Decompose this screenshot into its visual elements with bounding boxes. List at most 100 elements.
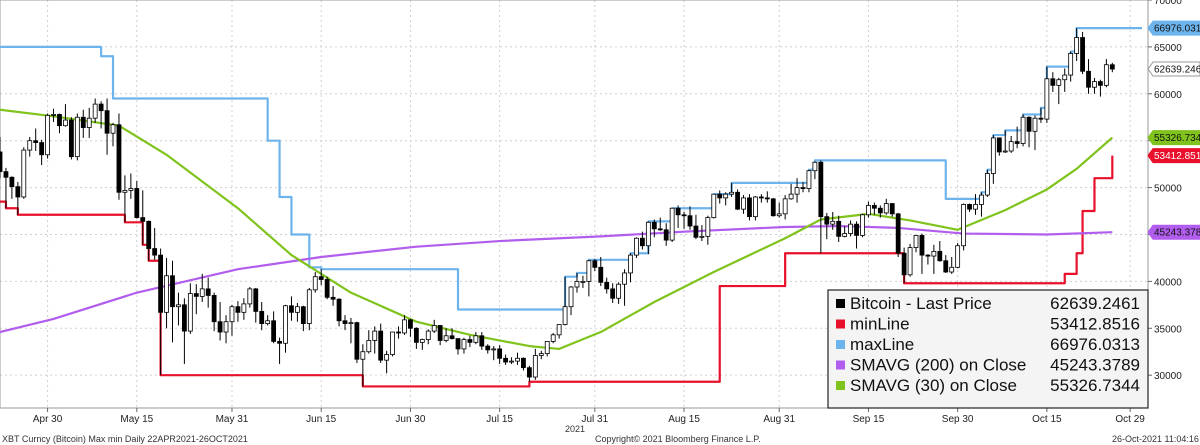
legend-series-value: 53412.8516 (1050, 315, 1140, 334)
candle-body (366, 340, 372, 353)
candle-body (479, 335, 485, 347)
candle-body (116, 124, 122, 193)
candle-body (949, 266, 955, 273)
last-value-tag-label: 45243.3789 (1154, 228, 1200, 239)
last-value-tags: 62639.2461 53412.8516 66976.0313 45243.3789… (1147, 20, 1200, 240)
candle-body (532, 355, 538, 378)
y-tick-label: 60000 (1154, 90, 1182, 101)
candle-body (473, 335, 479, 343)
candle-body (574, 280, 580, 288)
candle-body (57, 114, 62, 127)
candle-body (1026, 116, 1032, 132)
last-value-tag: 53412.8516 (1147, 148, 1200, 164)
candle-body (348, 322, 354, 325)
candle-body (526, 367, 532, 378)
candle-body (955, 245, 961, 268)
candle-body (996, 137, 1002, 153)
candle-body (140, 217, 146, 222)
candle-body (1014, 141, 1020, 144)
legend-swatch (836, 319, 845, 329)
candle-body (318, 276, 324, 280)
candle-body (187, 293, 193, 332)
x-tick-label: May 31 (216, 414, 249, 425)
candle-body (836, 220, 842, 237)
candle-body (669, 207, 675, 241)
candle-body (663, 229, 669, 241)
x-tick-label: May 15 (120, 414, 153, 425)
candle-body (770, 198, 776, 217)
candle-body (866, 205, 871, 216)
last-value-tag: 55326.7344 (1147, 130, 1200, 146)
x-tick-label: Aug 31 (763, 414, 795, 425)
candle-body (622, 272, 627, 285)
candle-body (943, 260, 949, 273)
candle-body (437, 325, 443, 341)
last-value-tag-shape (1147, 224, 1200, 240)
last-value-tag-label: 66976.0313 (1154, 24, 1200, 35)
candle-body (74, 116, 80, 158)
x-tick-label: Jun 15 (306, 414, 336, 425)
candle-body (271, 320, 277, 342)
candle-body (925, 254, 931, 257)
candle-body (634, 237, 639, 256)
last-value-tag: 45243.3789 (1147, 224, 1200, 240)
candle-body (830, 220, 836, 225)
candle-body (312, 276, 318, 291)
candle-body (753, 196, 758, 218)
legend-series-name: SMAVG (30) on Close (850, 376, 1017, 395)
candle-body (800, 187, 806, 189)
year-label: 2021 (565, 424, 585, 434)
candle-body (937, 250, 943, 262)
candle-body (0, 151, 3, 173)
candle-body (98, 103, 104, 112)
candle-body (134, 188, 140, 219)
candle-body (342, 320, 348, 324)
legend-series-value: 45243.3789 (1050, 356, 1140, 375)
candle-body (205, 288, 211, 296)
candle-body (651, 221, 657, 230)
candle-body (806, 170, 812, 189)
candle-body (3, 171, 9, 178)
candle-body (164, 275, 169, 313)
candle-body (568, 286, 574, 308)
last-value-tag: 62639.2461 (1147, 61, 1200, 77)
candle-body (693, 225, 699, 238)
x-tick-label: Jun 30 (395, 414, 425, 425)
legend-swatch (836, 299, 845, 308)
candle-body (39, 142, 45, 156)
candle-body (901, 252, 907, 276)
candle-body (604, 281, 610, 290)
y-tick-label: 50000 (1154, 184, 1182, 195)
legend-series-name: maxLine (850, 335, 914, 354)
candle-body (717, 193, 723, 199)
legend-series-value: 62639.2461 (1050, 294, 1140, 313)
last-value-tag-shape (1147, 148, 1200, 164)
candle-body (408, 319, 413, 329)
last-value-tag-label: 62639.2461 (1154, 65, 1200, 76)
candle-body (1080, 37, 1085, 72)
x-tick-label: Oct 29 (1115, 414, 1145, 425)
candle-body (788, 193, 794, 200)
candle-body (979, 194, 984, 205)
candle-body (152, 248, 158, 256)
candle-body (170, 275, 175, 308)
candle-body (1098, 81, 1103, 86)
candle-body (277, 341, 282, 344)
candle-body (158, 254, 164, 313)
candle-body (1050, 78, 1056, 86)
x-tick-label: Oct 15 (1032, 414, 1062, 425)
x-tick-label: Jul 31 (581, 414, 608, 425)
candle-body (1086, 70, 1091, 88)
legend: Bitcoin - Last Price 62639.2461 minLine 534… (827, 289, 1149, 409)
candle-body (402, 319, 407, 334)
candle-body (229, 306, 235, 323)
candle-body (68, 119, 74, 158)
x-tick-label: Jul 15 (486, 414, 513, 425)
candle-body (556, 324, 562, 336)
last-value-tag-label: 53412.8516 (1154, 151, 1200, 162)
candle-body (592, 260, 598, 268)
candle-body (413, 327, 419, 343)
candle-body (1092, 81, 1097, 88)
candle-body (33, 140, 39, 143)
y-tick-label: 70000 (1154, 0, 1182, 7)
